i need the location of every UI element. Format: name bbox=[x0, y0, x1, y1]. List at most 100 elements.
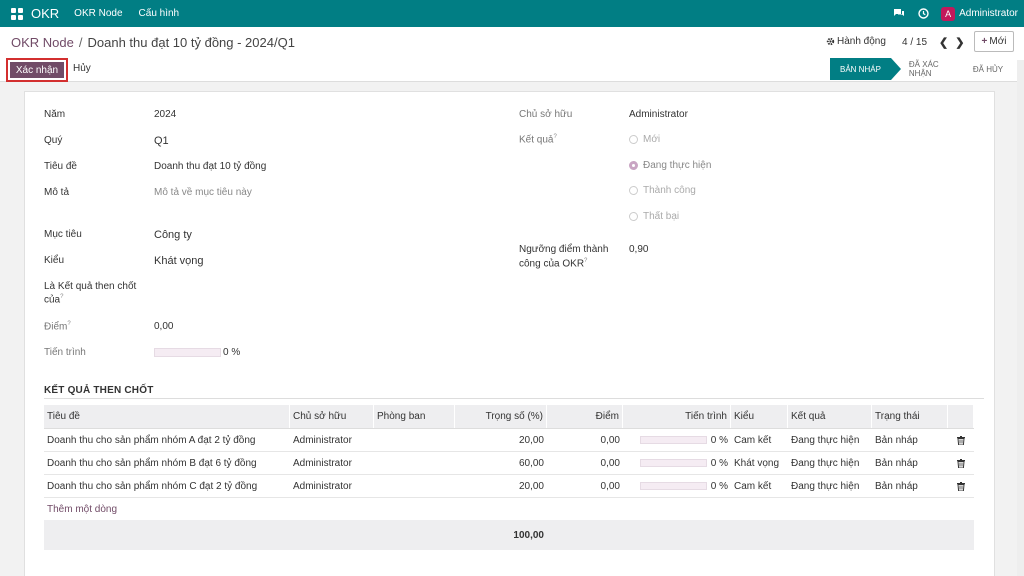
table-row[interactable]: Doanh thu cho sản phẩm nhóm B đạt 6 tỷ đ… bbox=[44, 452, 974, 475]
col-header-owner[interactable]: Chủ sở hữu bbox=[290, 405, 374, 428]
scrollbar[interactable] bbox=[1017, 60, 1024, 576]
control-panel: OKR Node / Doanh thu đạt 10 tỷ đồng - 20… bbox=[0, 27, 1024, 82]
row-progress-bar bbox=[639, 482, 707, 490]
col-header-actions bbox=[948, 405, 974, 428]
target-field[interactable]: Công ty bbox=[154, 229, 192, 241]
help-mark[interactable]: ? bbox=[553, 134, 557, 140]
table-row[interactable]: Doanh thu cho sản phẩm nhóm A đạt 2 tỷ đ… bbox=[44, 429, 974, 452]
result-option-in-progress[interactable]: Đang thực hiện bbox=[629, 160, 711, 171]
col-header-department[interactable]: Phòng ban bbox=[374, 405, 455, 428]
title-field[interactable]: Doanh thu đạt 10 tỷ đồng bbox=[154, 161, 267, 172]
chat-icon[interactable] bbox=[893, 8, 905, 20]
quarter-field[interactable]: Q1 bbox=[154, 135, 169, 147]
breadcrumb: OKR Node / Doanh thu đạt 10 tỷ đồng - 20… bbox=[11, 35, 295, 50]
pager-value[interactable]: 4 / 15 bbox=[902, 37, 928, 48]
status-cancelled[interactable]: ĐÃ HỦY bbox=[972, 64, 1004, 74]
row-result: Đang thực hiện bbox=[791, 434, 860, 446]
gear-icon bbox=[826, 37, 835, 46]
year-field[interactable]: 2024 bbox=[154, 109, 177, 120]
col-header-result[interactable]: Kết quả bbox=[788, 405, 872, 428]
result-option-label: Thành công bbox=[643, 185, 696, 196]
user-name[interactable]: Administrator bbox=[959, 8, 1018, 19]
row-weight: 20,00 bbox=[518, 480, 544, 492]
help-mark[interactable]: ? bbox=[67, 321, 71, 327]
actions-label: Hành động bbox=[837, 36, 886, 47]
threshold-field[interactable]: 0,90 bbox=[629, 244, 649, 255]
row-department bbox=[374, 475, 455, 497]
trash-icon[interactable] bbox=[948, 475, 974, 497]
col-header-type[interactable]: Kiểu bbox=[731, 405, 788, 428]
help-mark[interactable]: ? bbox=[60, 294, 64, 300]
status-draft[interactable]: BẢN NHÁP bbox=[830, 58, 901, 80]
radio-icon bbox=[629, 186, 638, 195]
row-owner: Administrator bbox=[293, 480, 352, 492]
apps-grid-icon[interactable] bbox=[11, 7, 23, 20]
row-progress-text: 0 % bbox=[710, 434, 728, 446]
pager: 4 / 15 ❮ ❯ bbox=[902, 36, 964, 49]
col-header-weight[interactable]: Trọng số (%) bbox=[455, 405, 547, 428]
app-name[interactable]: OKR bbox=[31, 6, 60, 21]
description-field[interactable]: Mô tả về mục tiêu này bbox=[154, 187, 252, 198]
row-score: 0,00 bbox=[600, 457, 620, 469]
year-label: Năm bbox=[44, 109, 66, 120]
footer-spacer bbox=[44, 520, 290, 550]
activity-clock-icon[interactable] bbox=[917, 8, 929, 20]
row-type: Cam kết bbox=[734, 434, 772, 446]
actions-menu[interactable]: Hành động bbox=[826, 36, 886, 47]
row-progress-text: 0 % bbox=[710, 480, 728, 492]
score-label: Điểm? bbox=[44, 321, 71, 332]
help-mark[interactable]: ? bbox=[584, 258, 588, 264]
status-bar: BẢN NHÁP ĐÃ XÁC NHẬN ĐÃ HỦY bbox=[830, 58, 1013, 80]
plus-icon: + bbox=[981, 36, 988, 47]
row-state: Bản nháp bbox=[875, 457, 918, 469]
owner-field[interactable]: Administrator bbox=[629, 109, 688, 120]
menu-configuration[interactable]: Cấu hình bbox=[138, 8, 180, 19]
trash-icon[interactable] bbox=[948, 452, 974, 474]
description-label: Mô tả bbox=[44, 187, 70, 198]
menu-okr-node[interactable]: OKR Node bbox=[74, 8, 123, 19]
footer-spacer bbox=[290, 520, 374, 550]
key-results-table: Tiêu đề Chủ sở hữu Phòng ban Trọng số (%… bbox=[44, 405, 974, 550]
breadcrumb-current: Doanh thu đạt 10 tỷ đồng - 2024/Q1 bbox=[87, 35, 295, 50]
row-title: Doanh thu cho sản phẩm nhóm C đạt 2 tỷ đ… bbox=[47, 480, 258, 492]
row-owner: Administrator bbox=[293, 457, 352, 469]
result-option-label: Đang thực hiện bbox=[643, 160, 712, 171]
row-department bbox=[374, 452, 455, 474]
title-label: Tiêu đề bbox=[44, 161, 77, 172]
total-weight: 100,00 bbox=[513, 529, 544, 541]
row-progress-bar bbox=[639, 436, 707, 444]
chevron-right-icon[interactable]: ❯ bbox=[955, 37, 965, 49]
row-result: Đang thực hiện bbox=[791, 480, 860, 492]
row-progress-bar bbox=[639, 459, 707, 467]
result-option-new[interactable]: Mới bbox=[629, 134, 660, 145]
breadcrumb-root-link[interactable]: OKR Node bbox=[11, 35, 74, 50]
table-row[interactable]: Doanh thu cho sản phẩm nhóm C đạt 2 tỷ đ… bbox=[44, 475, 974, 498]
form-sheet: Năm 2024 Quý Q1 Tiêu đề Doanh thu đạt 10… bbox=[24, 91, 995, 576]
add-line-link[interactable]: Thêm một dòng bbox=[47, 503, 118, 515]
new-button[interactable]: + Mới bbox=[974, 31, 1014, 52]
col-header-state[interactable]: Trạng thái bbox=[872, 405, 948, 428]
confirm-button[interactable]: Xác nhận bbox=[10, 62, 64, 78]
table-header: Tiêu đề Chủ sở hữu Phòng ban Trọng số (%… bbox=[44, 405, 974, 429]
row-title: Doanh thu cho sản phẩm nhóm B đạt 6 tỷ đ… bbox=[47, 457, 257, 469]
threshold-label-text: công của OKR bbox=[519, 258, 585, 270]
row-progress: 0 % bbox=[623, 475, 731, 497]
result-option-success[interactable]: Thành công bbox=[629, 185, 696, 196]
row-progress-text: 0 % bbox=[710, 457, 728, 469]
trash-icon[interactable] bbox=[948, 429, 974, 451]
radio-icon bbox=[629, 212, 638, 221]
col-header-score[interactable]: Điểm bbox=[547, 405, 623, 428]
table-footer: 100,00 bbox=[44, 520, 974, 550]
row-progress: 0 % bbox=[623, 429, 731, 451]
col-header-progress[interactable]: Tiến trình bbox=[623, 405, 731, 428]
chevron-left-icon[interactable]: ❮ bbox=[939, 37, 949, 49]
col-header-title[interactable]: Tiêu đề bbox=[44, 405, 290, 428]
result-option-failed[interactable]: Thất bại bbox=[629, 211, 679, 222]
user-avatar[interactable]: A bbox=[941, 6, 956, 21]
status-confirmed[interactable]: ĐÃ XÁC NHẬN bbox=[908, 60, 939, 78]
row-title: Doanh thu cho sản phẩm nhóm A đạt 2 tỷ đ… bbox=[47, 434, 256, 446]
result-label: Kết quả? bbox=[519, 134, 557, 145]
row-score: 0,00 bbox=[600, 434, 620, 446]
cancel-button[interactable]: Hủy bbox=[73, 63, 91, 74]
type-field[interactable]: Khát vọng bbox=[154, 255, 204, 267]
